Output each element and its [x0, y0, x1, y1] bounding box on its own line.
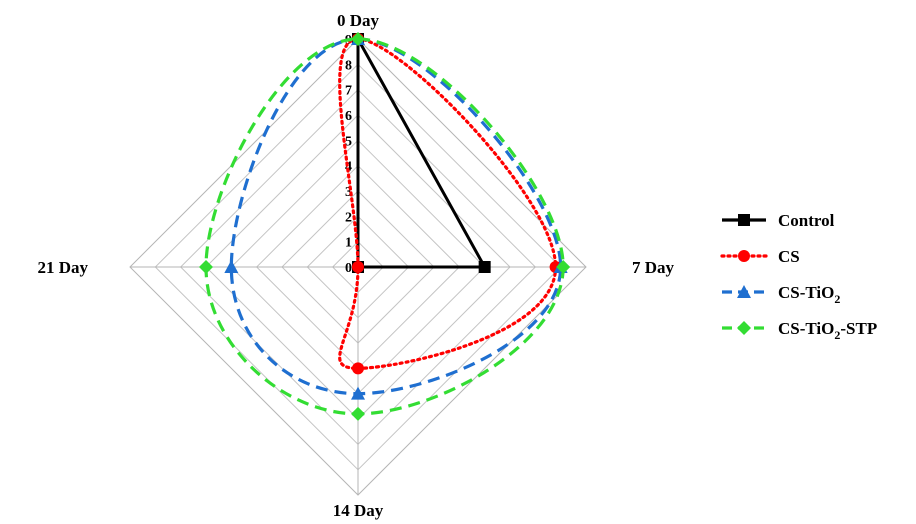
axis-label-0-day: 0 Day: [337, 11, 380, 30]
data-point-cs-tio2-stp-14-day: [351, 406, 365, 421]
series-line-control: [356, 37, 487, 269]
series-line-cs-tio2-stp: [204, 37, 565, 416]
data-point-cs-tio2-stp-0-day: [351, 32, 365, 46]
legend: Control CS CS-TiO2 CS-TiO2-STP: [720, 211, 877, 342]
series-markers: [199, 32, 571, 421]
data-point-cs-21-day: [352, 261, 364, 273]
legend-label-cs: CS: [778, 247, 800, 266]
axis-label-7-day: 7 Day: [632, 258, 675, 277]
tick-label-1: 1: [345, 236, 352, 251]
tick-label-4: 4: [345, 160, 352, 175]
data-point-cs-tio2-stp-21-day: [199, 260, 213, 274]
tick-label-0: 0: [345, 261, 352, 276]
data-point-control-7-day: [478, 261, 491, 273]
series-lines: [204, 37, 565, 416]
tick-label-6: 6: [345, 109, 352, 124]
legend-label-cs-tio2-stp: CS-TiO2-STP: [778, 319, 877, 342]
tick-label-7: 7: [345, 84, 352, 99]
tick-label-3: 3: [345, 185, 352, 200]
legend-marker-cs-tio2-stp: [737, 321, 751, 335]
series-line-cs-tio2: [229, 37, 563, 396]
data-point-cs-tio2-21-day: [224, 260, 239, 273]
legend-label-cs-tio2: CS-TiO2: [778, 283, 840, 306]
legend-marker-cs: [738, 250, 750, 262]
tick-label-5: 5: [345, 134, 352, 149]
legend-label-control: Control: [778, 211, 835, 230]
data-point-cs-tio2-14-day: [351, 386, 365, 400]
axis-label-14-day: 14 Day: [333, 501, 384, 520]
series-line-cs: [338, 37, 558, 370]
axis-label-21-day: 21 Day: [37, 258, 88, 277]
data-point-cs-14-day: [352, 362, 364, 375]
data-point-cs-tio2-stp-7-day: [556, 260, 571, 274]
legend-marker-cs-tio2: [737, 285, 751, 298]
tick-label-2: 2: [345, 210, 352, 225]
tick-label-8: 8: [345, 58, 352, 73]
legend-marker-control: [738, 214, 750, 226]
